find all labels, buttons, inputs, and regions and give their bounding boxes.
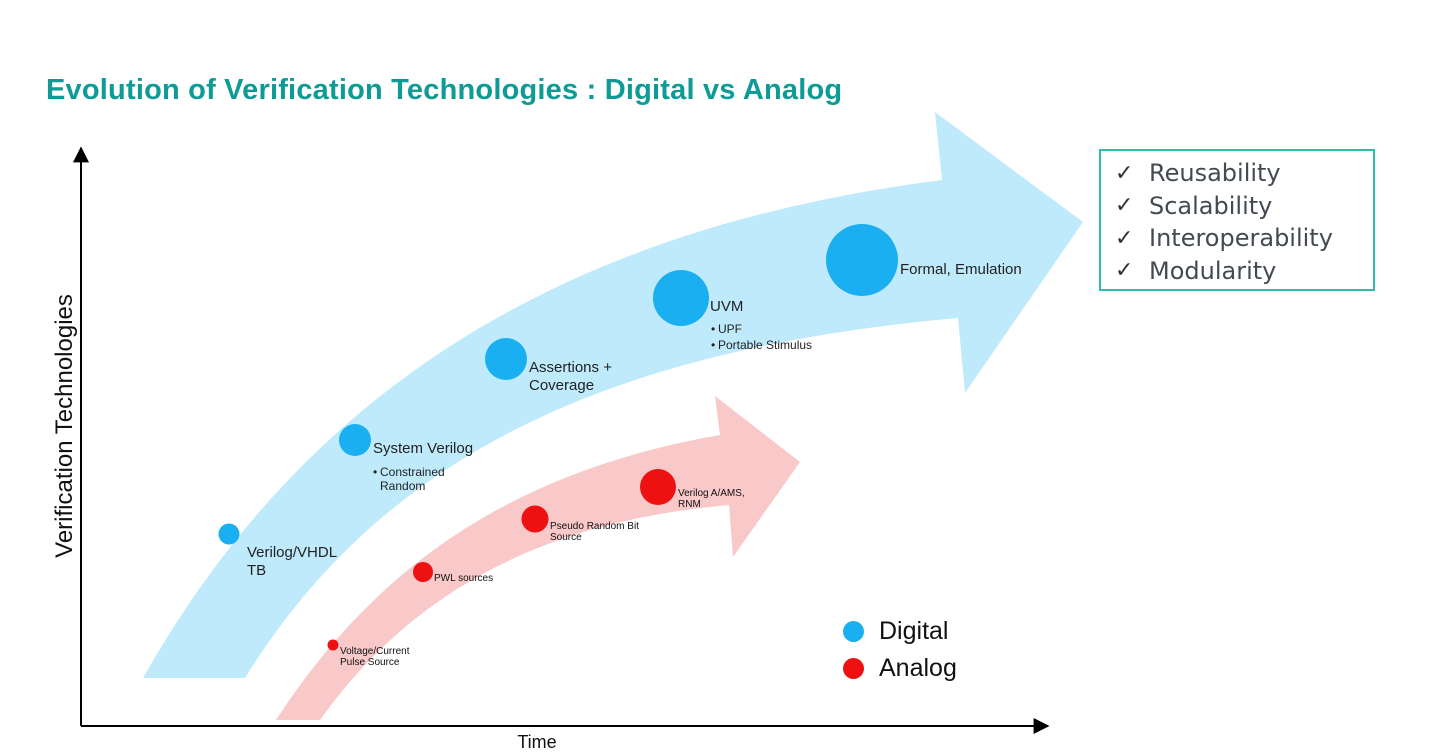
legend: Digital Analog <box>843 613 957 687</box>
benefits-box: ✓ Reusability ✓ Scalability ✓ Interopera… <box>1099 149 1375 291</box>
analog-milestone-dot <box>521 505 549 533</box>
benefit-item: ✓ Interoperability <box>1115 222 1373 255</box>
analog-milestone-dot <box>640 469 676 505</box>
check-icon: ✓ <box>1115 160 1134 186</box>
benefit-item: ✓ Scalability <box>1115 190 1373 223</box>
digital-milestone-label: System Verilog <box>373 440 473 457</box>
digital-milestone-label: Assertions + Coverage <box>529 359 616 394</box>
benefit-label: Interoperability <box>1149 224 1333 253</box>
legend-item-digital: Digital <box>843 613 957 650</box>
benefit-item: ✓ Modularity <box>1115 255 1373 288</box>
analog-milestone-dot <box>327 639 339 651</box>
check-icon: ✓ <box>1115 193 1134 219</box>
legend-label-digital: Digital <box>879 617 949 645</box>
analog-milestone-label: Pseudo Random Bit Source <box>550 521 642 543</box>
digital-milestone-dot <box>826 224 898 296</box>
benefit-label: Reusability <box>1149 159 1281 188</box>
legend-swatch-analog <box>843 658 864 679</box>
digital-milestone-label: UVM <box>710 298 743 315</box>
digital-milestone-label: Verilog/VHDL TB <box>247 544 341 579</box>
digital-band-arrow <box>143 112 1083 678</box>
digital-milestone-dot <box>218 523 240 545</box>
digital-milestone-dot <box>653 270 709 326</box>
analog-milestone-label: Verilog A/AMS, RNM <box>678 488 747 510</box>
digital-milestone-dot <box>485 338 527 380</box>
analog-milestone-label: PWL sources <box>434 573 493 584</box>
benefit-item: ✓ Reusability <box>1115 157 1373 190</box>
y-axis-label: Verification Technologies <box>51 294 78 558</box>
digital-milestone-bullet: • UPF <box>711 322 742 336</box>
check-icon: ✓ <box>1115 258 1134 284</box>
legend-label-analog: Analog <box>879 654 957 682</box>
benefit-label: Scalability <box>1149 191 1273 220</box>
analog-milestone-label: Voltage/Current Pulse Source <box>340 646 412 668</box>
x-axis-label: Time <box>517 732 556 752</box>
analog-milestone-dot <box>413 562 433 582</box>
digital-milestone-bullet: • Constrained Random <box>373 465 448 493</box>
legend-item-analog: Analog <box>843 650 957 687</box>
benefit-label: Modularity <box>1149 256 1277 285</box>
digital-milestone-label: Formal, Emulation <box>900 261 1022 278</box>
digital-milestone-bullet: • Portable Stimulus <box>711 338 812 352</box>
digital-milestone-dot <box>339 424 371 456</box>
check-icon: ✓ <box>1115 225 1134 251</box>
legend-swatch-digital <box>843 621 864 642</box>
page-title: Evolution of Verification Technologies :… <box>46 74 843 106</box>
